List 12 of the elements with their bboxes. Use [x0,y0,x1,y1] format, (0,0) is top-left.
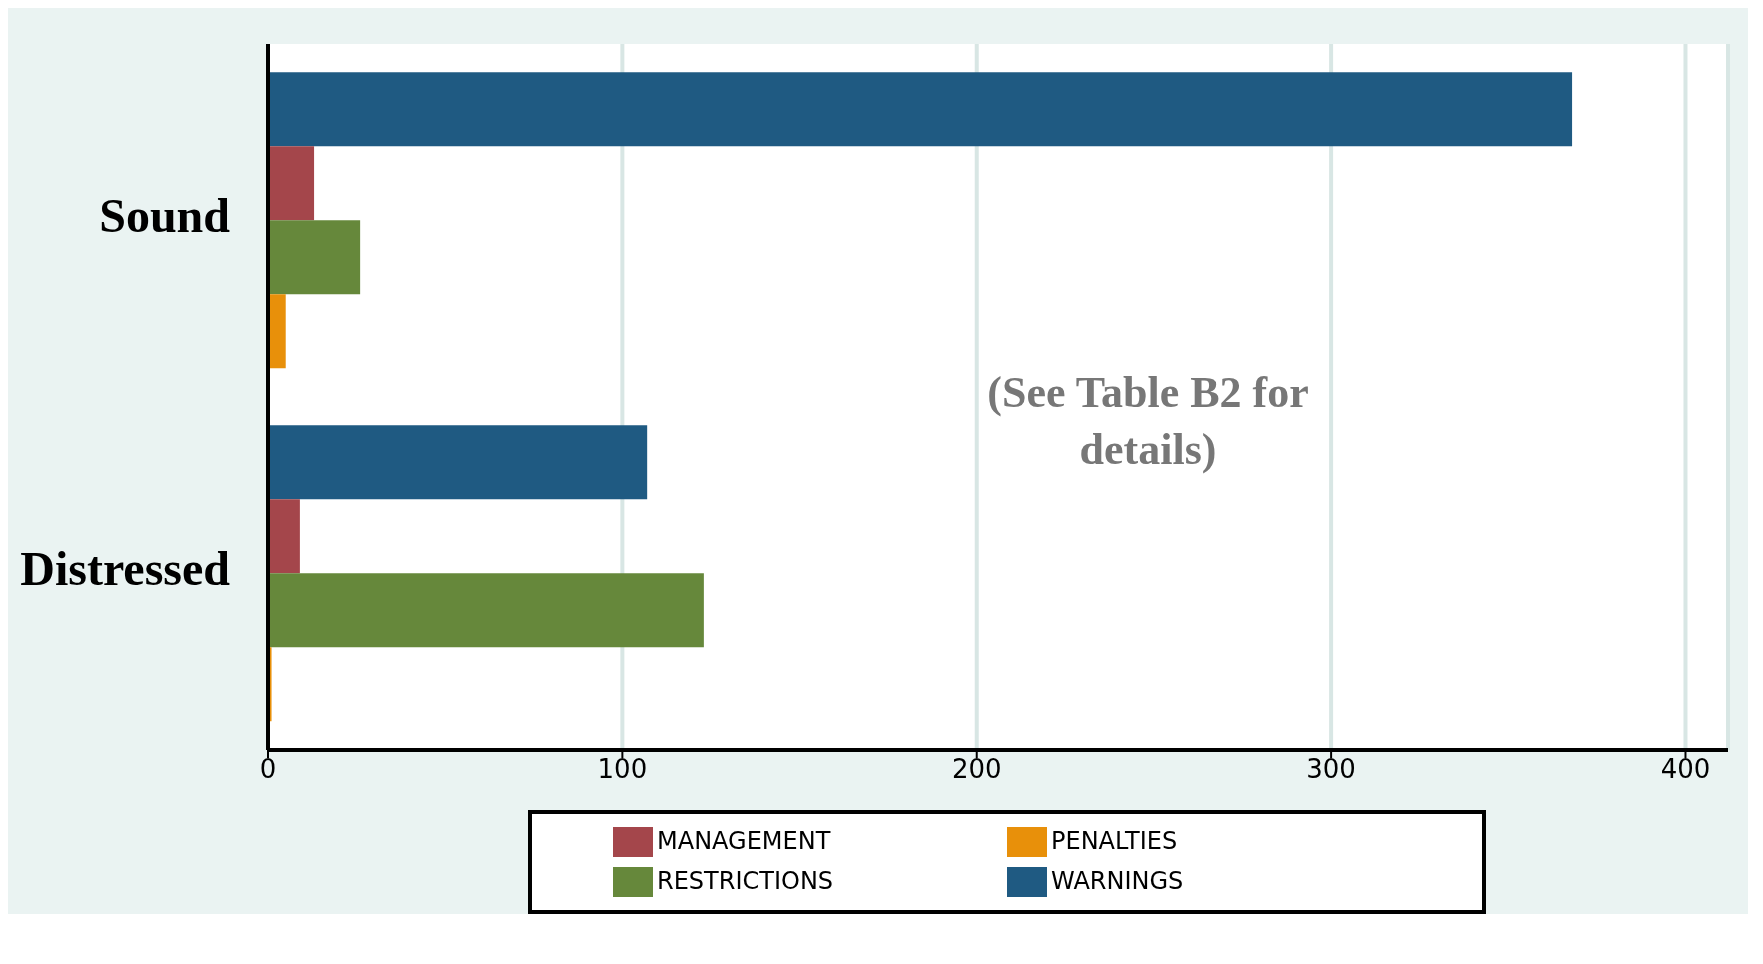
annotation: (See Table B2 for details) [986,367,1310,477]
legend-label: RESTRICTIONS [657,867,835,895]
legend-label: WARNINGS [1051,867,1185,895]
x-tick-label: 0 [259,754,277,785]
x-tick-label: 100 [597,754,648,785]
x-tick-label: 400 [1660,754,1711,785]
legend-label: MANAGEMENT [657,827,832,855]
y-tick-label: Sound [99,188,231,242]
y-tick-label: Distressed [20,541,231,595]
x-tick-label: 200 [951,754,1002,785]
legend-label: PENALTIES [1051,827,1179,855]
x-tick-label: 300 [1306,754,1356,785]
